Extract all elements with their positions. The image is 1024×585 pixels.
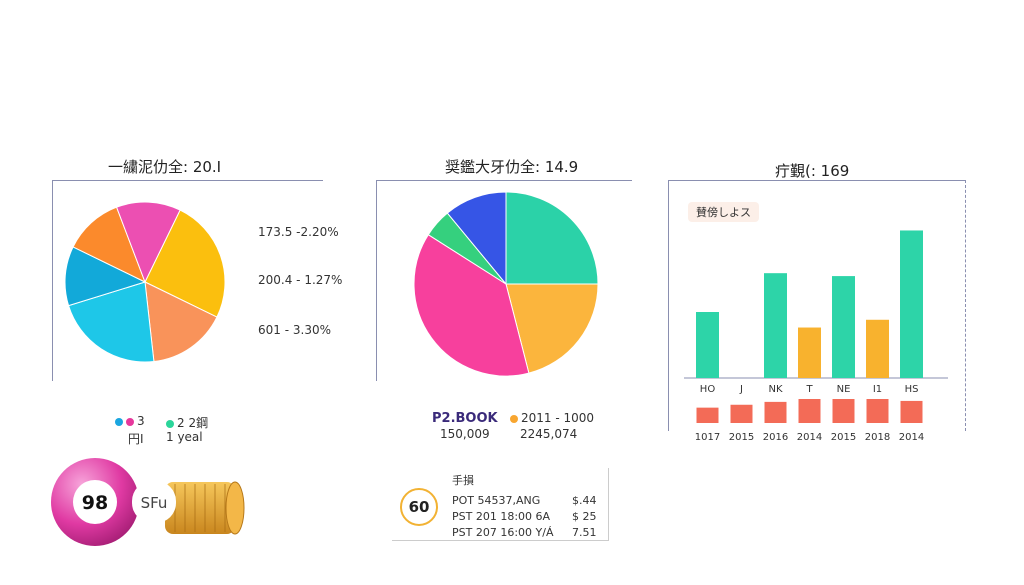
score-row-2-label: PST 201 18:00 6A	[452, 510, 551, 523]
chart3-frame	[668, 180, 966, 431]
chart2-legend-1-sub: 150,009	[440, 427, 490, 441]
chart3-bar-6	[866, 319, 889, 378]
chart2-frame	[376, 180, 632, 381]
score-title: 手損	[452, 474, 474, 487]
score-row-2-value: $ 25	[572, 510, 597, 523]
chart1-pie	[64, 201, 226, 363]
chart3-strip-bar-4	[798, 399, 821, 423]
chart3-strip-bar-7	[900, 400, 923, 423]
score-row-3-value: 7.51	[572, 526, 597, 539]
chart3-category-label: T	[805, 384, 813, 395]
chart2-pie	[413, 191, 599, 377]
score-row-1-value: $.44	[572, 494, 597, 507]
chart3-year-label: 2015	[831, 432, 856, 443]
chart3-bar-4	[798, 327, 821, 378]
chart1-frame	[52, 180, 323, 381]
score-badge: 60	[400, 488, 438, 526]
chart3-bar-5	[832, 276, 855, 378]
chart2-slice-1	[505, 191, 599, 285]
chart1-slice-4	[64, 246, 147, 307]
chart2-title: 奨鑑大牙仂全: 14.9	[445, 158, 579, 176]
chart1-slice-2	[144, 281, 218, 363]
chart1-legend-2-label: 2 2鋼	[177, 416, 209, 430]
legend-dot	[510, 414, 518, 423]
chart3-bar-3	[764, 273, 787, 378]
chart3-title: 疔覲(: 169	[775, 162, 850, 180]
chart2-legend-1: P2.BOOK	[432, 411, 498, 426]
chart1-legend-1: 3	[115, 414, 145, 428]
chart3-strip-bar-1	[696, 407, 719, 423]
chart2-legend-2-label: 2011 - 1000	[521, 411, 595, 425]
chart3-year-label: 1017	[695, 432, 720, 443]
ball-number: 98	[82, 492, 108, 514]
chart3-category-label: NE	[837, 384, 851, 395]
coin-roll	[165, 481, 245, 535]
ball-number-disc	[73, 480, 117, 524]
chart2-legend-2-sub: 2245,074	[520, 427, 578, 441]
chart1-title: 一繍泥仂全: 20.I	[108, 158, 222, 176]
ball-tag	[132, 481, 176, 523]
chart3-category-label: J	[739, 384, 743, 395]
chart3-category-label: I1	[873, 384, 882, 395]
chart3-year-label: 2015	[729, 432, 754, 443]
chart1-slice-1	[144, 209, 226, 318]
chart3-strip-bar-2	[730, 404, 753, 423]
score-card: 60 手損 POT 54537,ANG $.44 PST 201 18:00 6…	[392, 468, 609, 541]
chart1-slice-3	[67, 281, 155, 363]
chart3-strip-bar-3	[764, 401, 787, 423]
ball-text: SFu	[141, 494, 168, 512]
chart2-slice-5	[446, 191, 507, 286]
chart2-slice-3	[413, 234, 530, 377]
chart3-year-label: 2014	[899, 432, 924, 443]
chart1-annotation-3: 601 - 3.30%	[258, 323, 331, 337]
score-row-1-label: POT 54537,ANG	[452, 494, 541, 507]
chart1-legend-2-sub: 1 yeal	[166, 430, 203, 444]
chart1-annotation-2: 200.4 - 1.27%	[258, 273, 343, 287]
chart3-bar-1	[696, 312, 719, 378]
legend-dot	[166, 419, 174, 428]
chart1-slice-6	[115, 201, 181, 284]
chart1-legend-2: 2 2鋼	[166, 414, 208, 431]
chart3-year-label: 2016	[763, 432, 788, 443]
chart3-strip-bar-6	[866, 399, 889, 423]
legend-dot	[115, 417, 123, 426]
chart3-badge: 賛傍しよス	[688, 202, 759, 222]
chart3-category-label: NK	[768, 384, 782, 395]
chart1-legend-1-sub: 円I	[128, 432, 144, 446]
chart1-annotation-1: 173.5 -2.20%	[258, 225, 339, 239]
chart3-bars: HO 1017 J 2015 NK 2016 T 2014 NE 2015 I1 2018 HS 2014	[684, 230, 948, 443]
chart3-bar-7	[900, 230, 923, 378]
chart3-category-label: HO	[700, 384, 716, 395]
chart2-slice-2	[505, 283, 599, 374]
chart1-legend-1-label: 3	[137, 414, 145, 428]
chart3-year-label: 2014	[797, 432, 822, 443]
chart2-legend-2: 2011 - 1000	[510, 411, 594, 425]
lottery-ball: 98 SFu	[51, 458, 245, 546]
chart3-year-label: 2018	[865, 432, 890, 443]
legend-dot	[126, 417, 134, 426]
chart1-slice-5	[72, 206, 146, 284]
chart3-strip-bar-5	[832, 399, 855, 423]
score-row-3-label: PST 207 16:00 Y/Á	[452, 526, 554, 539]
chart3-category-label: HS	[905, 384, 919, 395]
